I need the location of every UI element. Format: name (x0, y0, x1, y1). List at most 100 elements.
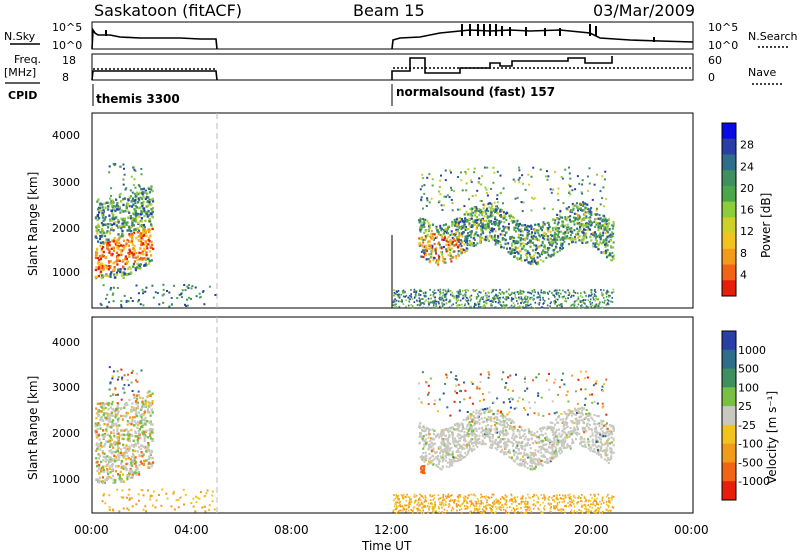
velocity-echo (516, 436, 518, 438)
power-echo (545, 175, 547, 177)
power-echo (599, 214, 601, 216)
power-echo (570, 239, 572, 241)
power-echo (518, 167, 520, 169)
power-echo (425, 250, 427, 252)
power-echo (118, 237, 120, 239)
velocity-echo (112, 375, 114, 377)
velocity-echo (149, 433, 151, 435)
velocity-echo (496, 443, 498, 445)
power-echo (443, 232, 445, 234)
power-echo (582, 236, 584, 238)
power-echo (542, 303, 544, 305)
power-echo (523, 291, 525, 293)
power-echo (140, 168, 142, 170)
power-echo (116, 274, 118, 276)
power-echo (430, 294, 432, 296)
power-echo (517, 197, 519, 199)
power-echo (507, 251, 509, 253)
velocity-echo (499, 432, 501, 434)
velocity-echo (438, 463, 440, 465)
power-echo (566, 235, 568, 237)
velocity-echo (524, 445, 526, 447)
power-echo (464, 305, 466, 307)
power-echo (95, 216, 97, 218)
velocity-echo (546, 458, 548, 460)
power-echo (479, 218, 481, 220)
velocity-echo (598, 454, 600, 456)
power-echo (395, 303, 397, 305)
velocity-echo (111, 378, 113, 380)
velocity-echo (142, 419, 144, 421)
power-echo (421, 222, 423, 224)
power-echo (561, 245, 563, 247)
power-echo (566, 237, 568, 239)
velocity-echo (108, 476, 110, 478)
power-echo (506, 304, 508, 306)
power-echo (418, 294, 420, 296)
power-echo (516, 300, 518, 302)
velocity-echo (492, 440, 494, 442)
power-echo (102, 216, 104, 218)
power-echo (120, 200, 122, 202)
power-echo (542, 260, 544, 262)
velocity-echo (604, 454, 606, 456)
power-echo (592, 245, 594, 247)
power-echo (597, 246, 599, 248)
power-echo (613, 241, 615, 243)
velocity-echo (125, 414, 127, 416)
power-echo (131, 252, 133, 254)
power-echo (513, 292, 515, 294)
power-echo (132, 238, 134, 240)
power-echo (605, 198, 607, 200)
velocity-echo (211, 495, 213, 497)
power-echo (574, 236, 576, 238)
power-echo (130, 189, 132, 191)
power-echo (450, 187, 452, 189)
power-echo (420, 256, 422, 258)
velocity-echo (602, 430, 604, 432)
power-echo (608, 218, 610, 220)
power-colorbar-swatch (722, 139, 736, 155)
power-echo (141, 217, 143, 219)
power-echo (511, 305, 513, 307)
velocity-echo (111, 469, 113, 471)
velocity-echo (603, 425, 605, 427)
velocity-echo (135, 465, 137, 467)
power-echo (121, 233, 123, 235)
velocity-echo (152, 505, 154, 507)
velocity-echo (126, 455, 128, 457)
power-echo (559, 210, 561, 212)
velocity-echo (105, 440, 107, 442)
velocity-echo (130, 429, 132, 431)
power-echo (127, 204, 129, 206)
velocity-echo (524, 454, 526, 456)
velocity-echo (131, 497, 133, 499)
velocity-echo (126, 478, 128, 480)
velocity-echo (128, 489, 130, 491)
power-echo (441, 204, 443, 206)
power-echo (441, 297, 443, 299)
power-echo (105, 298, 107, 300)
velocity-echo (148, 405, 150, 407)
velocity-echo (530, 455, 532, 457)
power-echo (471, 181, 473, 183)
power-echo (605, 241, 607, 243)
velocity-echo (199, 498, 201, 500)
power-echo (566, 217, 568, 219)
power-echo (525, 249, 527, 251)
power-echo (439, 294, 441, 296)
velocity-echo (531, 431, 533, 433)
power-echo (460, 293, 462, 295)
power-echo (595, 298, 597, 300)
velocity-echo (448, 434, 450, 436)
power-echo (113, 268, 115, 270)
power-echo (570, 234, 572, 236)
power-echo (148, 228, 150, 230)
power-colorbar-swatch (722, 233, 736, 249)
velocity-echo (611, 441, 613, 443)
power-echo (495, 239, 497, 241)
power-echo (120, 300, 122, 302)
power-echo (602, 294, 604, 296)
power-echo (122, 259, 124, 261)
velocity-echo (131, 435, 133, 437)
